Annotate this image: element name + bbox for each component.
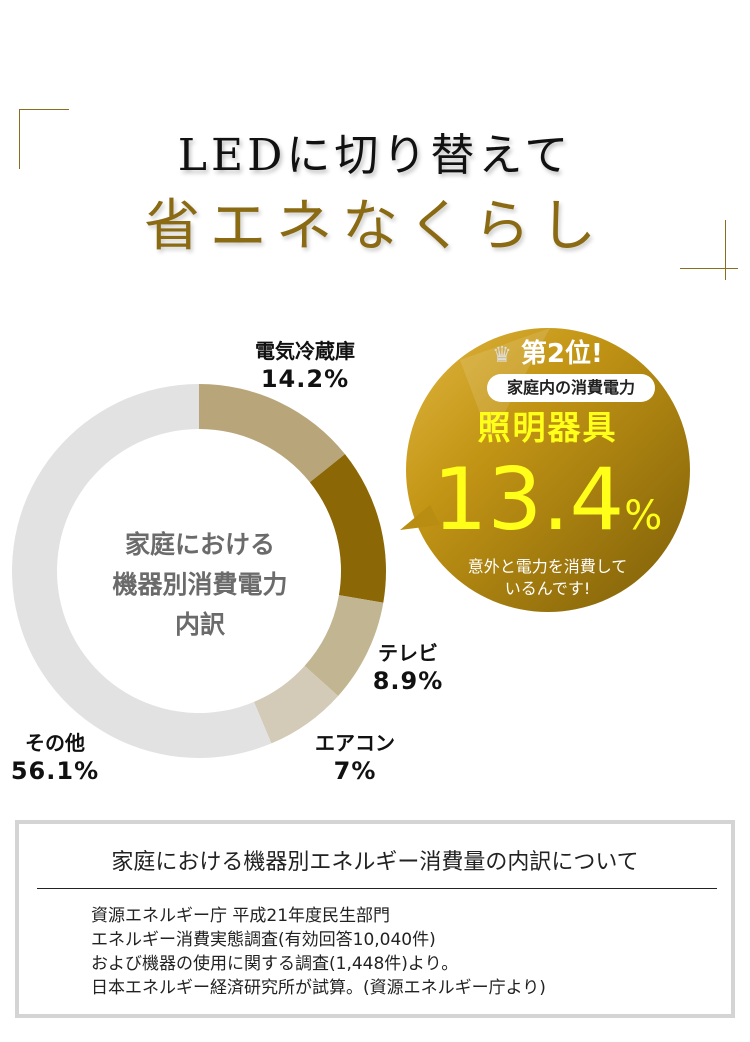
- label-name: 電気冷蔵庫: [255, 339, 355, 363]
- rank-badge: ♛ 第2位!: [405, 338, 690, 370]
- corner-ornament: [725, 220, 726, 280]
- label-value: 14.2%: [260, 365, 350, 393]
- label-name: その他: [25, 731, 85, 755]
- label-name: エアコン: [315, 731, 395, 755]
- callout-number: 13.4: [432, 450, 625, 550]
- label-value: 8.9%: [372, 667, 444, 695]
- center-line: 家庭における: [124, 530, 275, 559]
- corner-ornament: [19, 109, 69, 110]
- donut-chart: [12, 384, 386, 758]
- corner-ornament: [680, 268, 738, 269]
- source-note: 家庭における機器別エネルギー消費量の内訳について 資源エネルギー庁 平成21年度…: [15, 820, 735, 1018]
- label-aircon: エアコン 7%: [295, 730, 415, 786]
- divider: [37, 888, 717, 889]
- label-tv: テレビ 8.9%: [368, 640, 448, 696]
- callout-value: 13.4%: [405, 450, 690, 550]
- center-line: 機器別消費電力: [112, 570, 288, 599]
- note-title: 家庭における機器別エネルギー消費量の内訳について: [111, 850, 639, 875]
- note-line: エネルギー消費実態調査(有効回答10,040件): [91, 930, 436, 950]
- headline: LEDに切り替えて: [177, 130, 573, 181]
- donut-segment-2: [304, 595, 384, 696]
- donut-segment-0: [199, 384, 345, 483]
- crown-icon: ♛: [492, 343, 512, 368]
- callout-message: 意外と電力を消費して いるんです!: [405, 556, 690, 600]
- center-line: 内訳: [174, 610, 225, 639]
- donut-segment-4: [12, 384, 272, 758]
- callout-subtitle: 家庭内の消費電力: [487, 374, 655, 402]
- note-body: 資源エネルギー庁 平成21年度民生部門 エネルギー消費実態調査(有効回答10,0…: [91, 904, 546, 1000]
- callout-unit: %: [624, 493, 663, 539]
- message-line: いるんです!: [504, 579, 591, 598]
- note-line: 日本エネルギー経済研究所が試算。(資源エネルギー庁より): [91, 978, 546, 998]
- label-value: 56.1%: [10, 757, 100, 785]
- note-line: 資源エネルギー庁 平成21年度民生部門: [91, 906, 391, 926]
- subheadline: 省エネなくらし: [144, 194, 606, 259]
- donut-center-label: 家庭における 機器別消費電力 内訳: [60, 525, 340, 645]
- label-name: テレビ: [378, 641, 438, 665]
- note-line: および機器の使用に関する調査(1,448件)より。: [91, 954, 459, 974]
- rank-text: 第2位!: [520, 339, 603, 369]
- donut-segment-3: [253, 665, 339, 744]
- donut-segment-1: [309, 454, 386, 603]
- label-value: 7%: [333, 757, 377, 785]
- callout-category: 照明器具: [477, 408, 618, 447]
- message-line: 意外と電力を消費して: [467, 557, 628, 576]
- label-other: その他 56.1%: [5, 730, 105, 786]
- label-refrigerator: 電気冷蔵庫 14.2%: [240, 338, 370, 394]
- corner-ornament: [19, 109, 20, 169]
